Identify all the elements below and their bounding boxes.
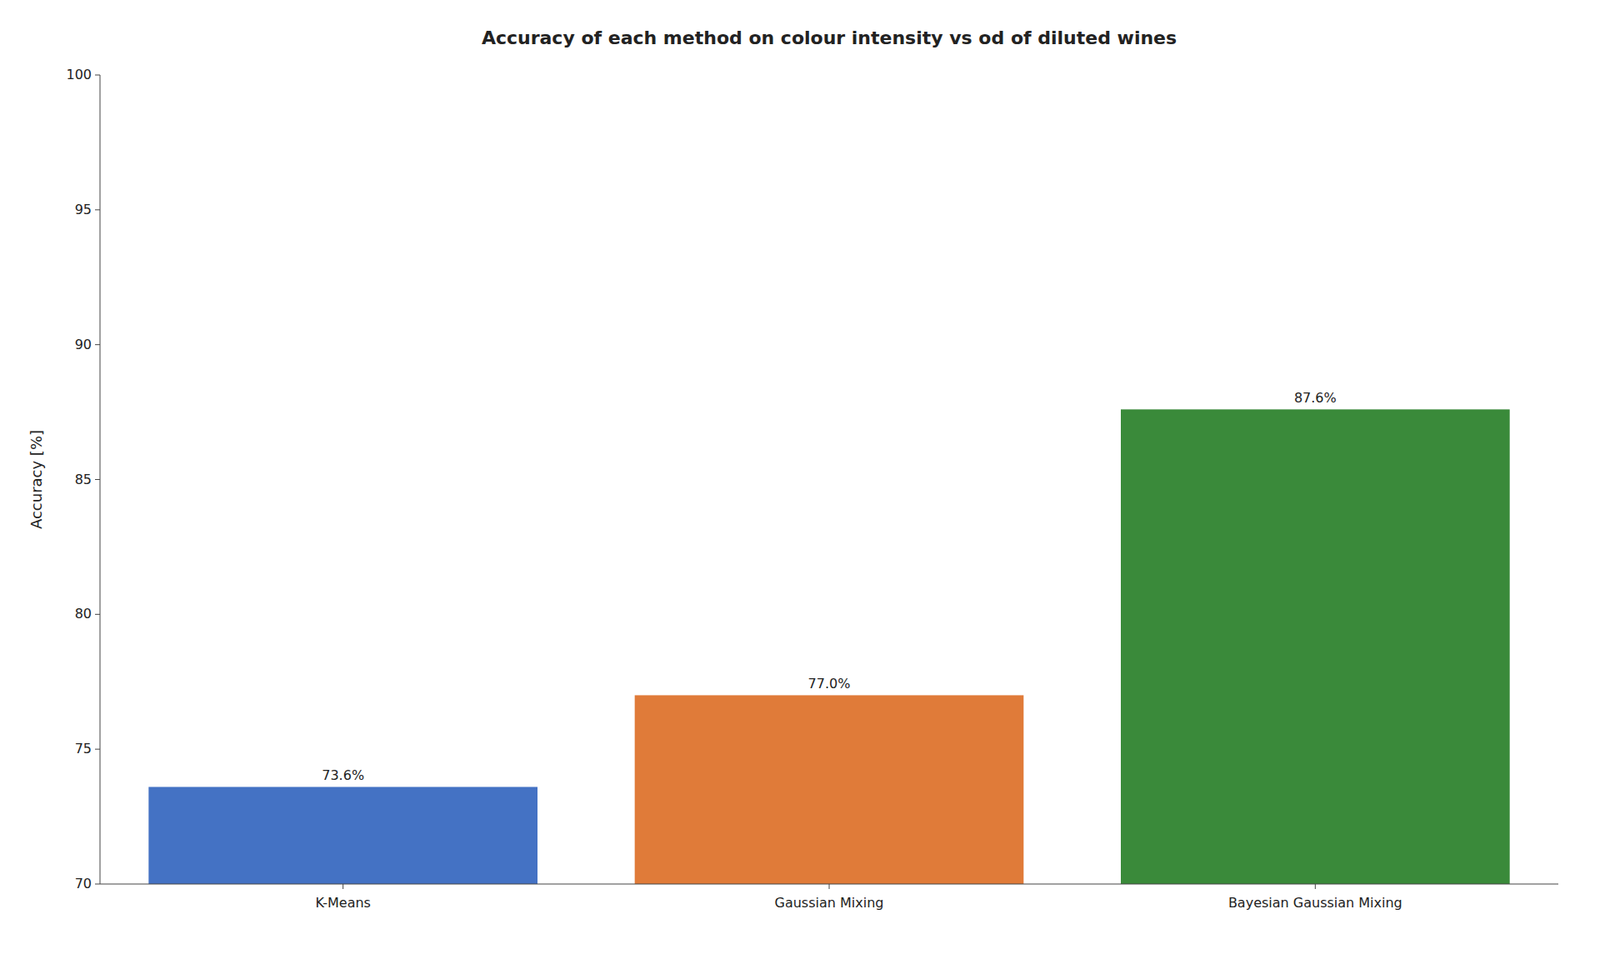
data-label: 77.0% (808, 675, 851, 692)
y-tick-label: 85 (75, 471, 92, 488)
y-tick-label: 75 (75, 740, 92, 757)
bars (148, 409, 1510, 885)
chart-container: Accuracy of each method on colour intens… (0, 0, 1600, 959)
x-tick-label: Gaussian Mixing (775, 895, 885, 911)
bar (148, 786, 538, 885)
y-tick (95, 749, 100, 750)
y-axis-label: Accuracy [%] (27, 430, 45, 530)
x-tick (1315, 884, 1316, 890)
data-label: 73.6% (321, 767, 365, 784)
y-tick (95, 344, 100, 345)
x-tick (342, 884, 344, 890)
y-tick (95, 884, 100, 885)
bar (635, 695, 1025, 885)
y-tick-label: 100 (65, 66, 92, 83)
y-tick-label: 70 (75, 875, 92, 892)
bar (1120, 409, 1510, 885)
y-tick (95, 75, 100, 76)
y-tick (95, 614, 100, 615)
y-tick-label: 80 (75, 605, 92, 622)
chart-title: Accuracy of each method on colour intens… (481, 27, 1177, 49)
y-tick-label: 90 (75, 336, 92, 353)
x-tick-label: Bayesian Gaussian Mixing (1228, 895, 1403, 911)
y-tick-label: 95 (75, 201, 92, 218)
y-tick (95, 479, 100, 480)
x-tick (829, 884, 830, 890)
data-label: 87.6% (1294, 390, 1337, 406)
y-tick (95, 209, 100, 210)
x-tick-label: K-Means (315, 895, 371, 911)
chart-svg: Accuracy of each method on colour intens… (0, 0, 1600, 959)
